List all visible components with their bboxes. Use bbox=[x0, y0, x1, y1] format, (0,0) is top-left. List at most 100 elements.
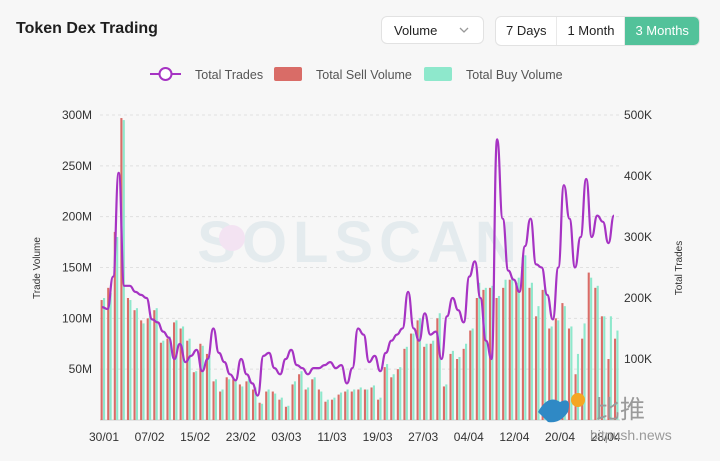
bitcoin-coin-icon bbox=[571, 393, 585, 407]
buy-volume-bar bbox=[438, 313, 441, 420]
sell-volume-bar bbox=[423, 346, 426, 420]
x-axis-tick: 07/02 bbox=[135, 430, 165, 444]
sell-volume-bar bbox=[482, 289, 485, 420]
buy-volume-bar bbox=[511, 277, 514, 420]
watermark-dot bbox=[219, 225, 245, 251]
sell-volume-bar bbox=[383, 367, 386, 420]
buy-volume-bar bbox=[504, 279, 507, 420]
left-axis-tick: 200M bbox=[62, 210, 92, 224]
sell-volume-bar bbox=[159, 342, 162, 420]
legend-trades-marker-icon bbox=[158, 67, 173, 81]
buy-volume-bar bbox=[359, 387, 362, 420]
sell-volume-bar bbox=[219, 391, 222, 420]
buy-volume-bar bbox=[333, 397, 336, 420]
buy-volume-bar bbox=[616, 330, 619, 420]
sell-volume-bar bbox=[179, 328, 182, 420]
sell-volume-bar bbox=[521, 257, 524, 420]
sell-volume-bar bbox=[554, 318, 557, 420]
buy-volume-bar bbox=[241, 386, 244, 420]
sell-volume-bar bbox=[140, 320, 143, 420]
buy-volume-bar bbox=[162, 340, 165, 420]
sell-volume-bar bbox=[363, 389, 366, 420]
buy-volume-bar bbox=[155, 308, 158, 420]
x-axis-tick: 04/04 bbox=[454, 430, 484, 444]
sell-volume-bar bbox=[251, 389, 255, 420]
buy-volume-bar bbox=[346, 389, 349, 420]
left-axis-label: Trade Volume bbox=[32, 237, 43, 299]
sell-volume-bar bbox=[311, 379, 314, 420]
sell-volume-bar bbox=[199, 343, 202, 420]
metric-select-value: Volume bbox=[394, 22, 438, 38]
legend-total-buy-volume: Total Buy Volume bbox=[466, 68, 563, 82]
sell-volume-bar bbox=[581, 338, 584, 420]
sell-volume-bar bbox=[186, 340, 189, 420]
sell-volume-bar bbox=[442, 386, 445, 420]
x-axis-tick: 27/03 bbox=[408, 430, 438, 444]
buy-volume-bar bbox=[445, 384, 448, 420]
solscan-watermark: SOLSCAN bbox=[197, 210, 523, 275]
sell-volume-bar bbox=[245, 381, 248, 420]
buy-volume-bar bbox=[320, 391, 323, 420]
sell-volume-bar bbox=[344, 391, 347, 420]
range-3-months-button[interactable]: 3 Months bbox=[625, 17, 699, 45]
bird-logo-icon bbox=[538, 399, 569, 423]
left-axis-tick: 150M bbox=[62, 261, 92, 275]
buy-volume-bar bbox=[149, 316, 152, 420]
sell-volume-bar bbox=[192, 372, 195, 420]
sell-volume-bar bbox=[153, 310, 156, 420]
buy-volume-bar bbox=[300, 371, 303, 420]
buy-volume-bar bbox=[544, 287, 547, 420]
buy-volume-bar bbox=[596, 285, 599, 420]
sell-volume-bar bbox=[607, 359, 610, 420]
sell-volume-bar bbox=[357, 389, 360, 420]
sell-volume-bar bbox=[298, 374, 301, 420]
sell-volume-bar bbox=[436, 318, 439, 420]
sell-volume-bar bbox=[535, 316, 538, 420]
sell-volume-bar bbox=[304, 389, 307, 420]
buy-volume-bar bbox=[168, 336, 171, 420]
sell-volume-bar bbox=[390, 377, 393, 420]
right-axis-label: Total Trades bbox=[674, 241, 685, 295]
sell-volume-bar bbox=[403, 348, 406, 420]
sell-volume-bar bbox=[502, 287, 505, 420]
metric-select[interactable]: Volume bbox=[381, 16, 484, 44]
buy-volume-bar bbox=[214, 379, 217, 420]
bitpush-url-watermark: bitpush.news bbox=[590, 427, 672, 443]
sell-volume-bar bbox=[508, 279, 511, 420]
sell-volume-bar bbox=[429, 343, 432, 420]
total-trades-line bbox=[101, 138, 616, 397]
buy-volume-bar bbox=[142, 323, 145, 420]
buy-volume-bar bbox=[366, 389, 369, 420]
sell-volume-bar bbox=[594, 287, 597, 420]
buy-volume-bar bbox=[326, 399, 329, 420]
buy-volume-bar bbox=[181, 326, 185, 420]
left-axis-tick: 300M bbox=[62, 108, 92, 122]
buy-volume-bar bbox=[399, 367, 402, 420]
buy-volume-bar bbox=[254, 387, 257, 420]
sell-volume-bar bbox=[284, 406, 288, 420]
buy-volume-bar bbox=[484, 287, 487, 420]
buy-volume-bar bbox=[412, 333, 415, 420]
sell-volume-bar bbox=[330, 399, 334, 420]
buy-volume-bar bbox=[478, 282, 481, 420]
sell-volume-bar bbox=[377, 399, 380, 420]
sell-volume-bar bbox=[548, 328, 551, 420]
buy-volume-bar bbox=[135, 308, 139, 420]
buy-volume-bar bbox=[418, 318, 422, 420]
sell-volume-bar bbox=[396, 369, 399, 420]
sell-volume-bar bbox=[462, 348, 465, 420]
buy-volume-bar bbox=[557, 320, 560, 420]
buy-volume-bar bbox=[609, 316, 612, 420]
range-1-month-button[interactable]: 1 Month bbox=[557, 17, 626, 45]
buy-volume-bar bbox=[122, 120, 125, 420]
buy-volume-bar bbox=[451, 350, 454, 420]
x-axis-tick: 23/02 bbox=[226, 430, 256, 444]
buy-volume-bar bbox=[307, 387, 310, 420]
buy-volume-bar bbox=[530, 282, 533, 420]
sell-volume-bar bbox=[291, 384, 294, 420]
buy-volume-bar bbox=[274, 393, 277, 420]
buy-volume-bar bbox=[550, 326, 553, 420]
left-axis-tick: 50M bbox=[69, 362, 92, 376]
range-7-days-button[interactable]: 7 Days bbox=[496, 17, 558, 45]
